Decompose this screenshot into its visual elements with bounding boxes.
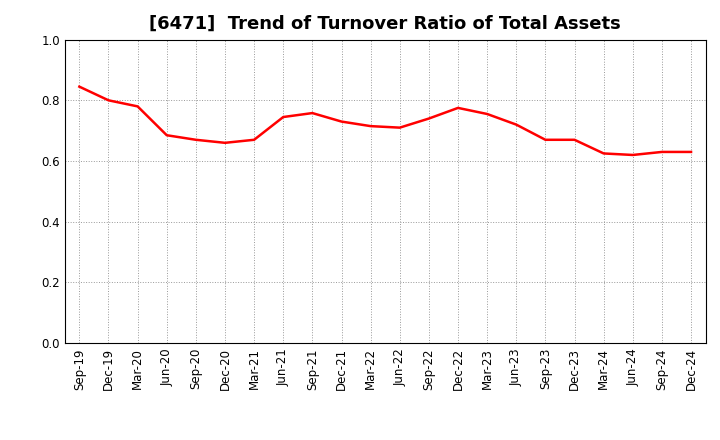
- Title: [6471]  Trend of Turnover Ratio of Total Assets: [6471] Trend of Turnover Ratio of Total …: [149, 15, 621, 33]
